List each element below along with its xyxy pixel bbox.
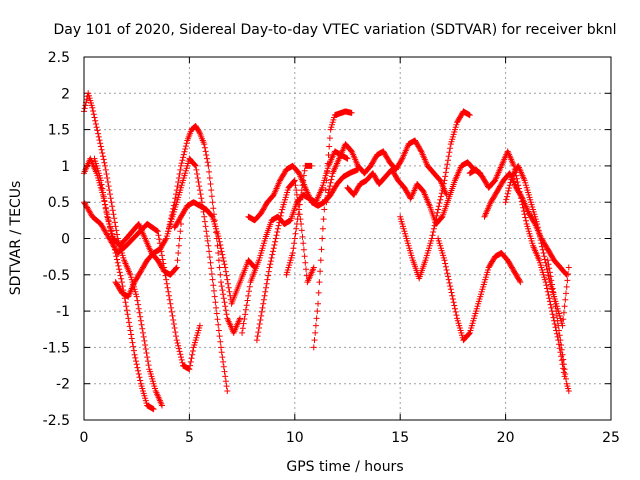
data-points [81,90,572,413]
series-track-17 [466,148,568,380]
data-point-markers [81,155,157,413]
data-point-markers [502,162,572,329]
data-point-markers [310,108,355,351]
series-track-15 [397,108,473,282]
data-point-markers [435,235,524,344]
x-tick-label: 10 [286,430,304,446]
data-point-markers [283,162,315,278]
data-point-markers [344,159,484,227]
y-tick-label: 1 [61,159,70,175]
y-tick-label: 1.5 [48,123,70,139]
x-tick-label: 5 [185,430,194,446]
series-track-7 [171,199,258,307]
axis-ticks: -2.5 -2 -1.5 -1 -0.5 0 0.5 1 1.5 2 2.5 0 5 10 15 20 25 [43,50,620,446]
data-point-markers [397,108,473,282]
data-point-markers [466,148,568,380]
x-tick-label: 25 [602,430,620,446]
y-tick-label: 2.5 [48,50,70,66]
y-tick-label: -2 [56,377,70,393]
y-tick-label: 0 [61,232,70,248]
y-tick-label: -1.5 [43,340,70,356]
series-track-12 [310,108,355,351]
data-point-markers [544,257,572,394]
x-tick-label: 20 [497,430,515,446]
y-tick-label: -2.5 [43,413,70,429]
series-track-2 [81,155,157,413]
series-track-20 [544,257,572,394]
series-track-10 [253,177,317,344]
series-track-11 [283,162,315,278]
plot-frame [83,56,612,421]
y-tick-label: 0.5 [48,195,70,211]
series-track-13 [323,137,450,206]
x-axis-label: GPS time / hours [286,459,403,475]
y-tick-label: -1 [56,304,70,320]
chart-title: Day 101 of 2020, Sidereal Day-to-day VTE… [54,22,617,38]
series-track-9 [245,162,361,224]
data-point-markers [171,199,258,307]
series-track-19 [502,162,572,329]
data-point-markers [323,137,450,206]
x-tick-label: 0 [80,430,89,446]
x-tick-label: 15 [391,430,409,446]
y-axis-label: SDTVAR / TECUs [8,181,24,296]
series-track-16 [435,235,524,344]
data-point-markers [253,177,317,344]
series-track-14 [344,159,484,227]
y-tick-label: -0.5 [43,268,70,284]
y-tick-label: 2 [61,86,70,102]
data-point-markers [245,162,361,224]
